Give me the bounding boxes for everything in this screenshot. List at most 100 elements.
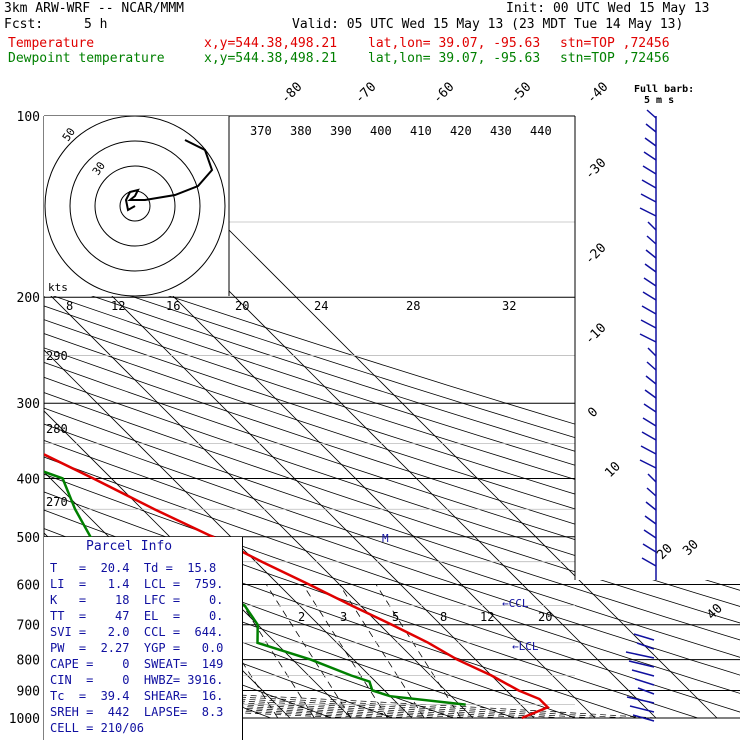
wind-barb xyxy=(645,123,657,133)
parcel-info-row: PW = 2.27 YGP = 0.0 xyxy=(50,641,224,655)
model-title: 3km ARW-WRF -- NCAR/MMM xyxy=(4,1,185,16)
mixing-ratio-label: 2 xyxy=(298,610,305,624)
pressure-tick-label: 200 xyxy=(17,291,40,306)
hodo-ring-label: 50 xyxy=(60,125,78,143)
wind-barb xyxy=(626,696,655,704)
mixing-ratio-label: 12 xyxy=(480,610,494,624)
legend-temp-latlon: lat,lon= 39.07, -95.63 xyxy=(368,36,541,51)
wind-barb xyxy=(647,221,657,231)
isotherm xyxy=(44,116,413,719)
isotherm-label: -30 xyxy=(582,156,609,183)
valid-time: Valid: 05 UTC Wed 15 May 13 (23 MDT Tue … xyxy=(292,17,684,32)
dewpoint-profile xyxy=(44,116,466,706)
wind-barb xyxy=(646,109,657,119)
hodo-axis-label: 12 xyxy=(111,299,125,313)
wind-barb xyxy=(640,445,657,455)
pressure-tick-label: 800 xyxy=(17,654,40,669)
isotherm-label: -40 xyxy=(584,80,611,107)
mixing-ratio-line xyxy=(302,584,388,719)
hodograph-units: kts xyxy=(48,281,68,294)
legend-temp-xy: x,y=544.38,498.21 xyxy=(204,36,338,51)
parcel-info-row: T = 20.4 Td = 15.8 xyxy=(50,561,217,575)
wind-barb xyxy=(643,277,657,287)
pressure-tick-label: 700 xyxy=(17,619,40,634)
hodo-axis-label: 28 xyxy=(406,299,420,313)
barb-key-line2: 5 m s xyxy=(644,95,675,106)
wind-barb xyxy=(644,389,657,399)
hodograph-ring xyxy=(69,140,201,272)
theta-side-label: 280 xyxy=(46,422,68,436)
pressure-tick-label: 500 xyxy=(17,531,40,546)
wind-barb xyxy=(631,669,655,677)
isotherm xyxy=(44,116,535,719)
parcel-info-row: CELL = 210/06 xyxy=(50,721,144,735)
wind-barb xyxy=(629,705,655,713)
mixing-ratio-label: 3 xyxy=(340,610,347,624)
fcst-value: 5 h xyxy=(84,17,108,32)
parcel-info-row: SREH = 442 LAPSE= 8.3 xyxy=(50,705,224,719)
mixing-ratio-line xyxy=(192,584,279,719)
parcel-info-row: SVI = 2.0 CCL = 644. xyxy=(50,625,224,639)
isotherm-label: 0 xyxy=(585,405,601,421)
wind-barb xyxy=(645,501,657,511)
isotherm-label: -10 xyxy=(582,321,609,348)
wind-barb xyxy=(639,459,657,469)
theta-label: 400 xyxy=(370,124,392,138)
wind-barb xyxy=(645,375,657,385)
wind-barb xyxy=(643,403,657,413)
theta-label: 380 xyxy=(290,124,312,138)
mixing-ratio-label: 8 xyxy=(440,610,447,624)
wind-barb xyxy=(642,291,657,301)
legend-dewpoint: Dewpoint temperature xyxy=(8,51,165,66)
wind-barb xyxy=(634,678,655,686)
wind-barb xyxy=(628,660,655,668)
legend-dew-xy: x,y=544.38,498.21 xyxy=(204,51,338,66)
theta-label: 440 xyxy=(530,124,552,138)
isotherm-label: 10 xyxy=(602,459,624,481)
wind-barb xyxy=(646,487,657,497)
wind-barb xyxy=(646,361,657,371)
wind-barb xyxy=(643,151,657,161)
isotherm-label: -50 xyxy=(507,80,534,107)
parcel-info-title: Parcel Info xyxy=(86,539,173,554)
annotation-ccl: ←CCL xyxy=(502,597,529,610)
wind-barb xyxy=(641,557,657,567)
wind-barb xyxy=(646,235,657,245)
theta-label: 370 xyxy=(250,124,272,138)
pressure-tick-label: 1000 xyxy=(9,712,40,727)
hodo-ring-label: 30 xyxy=(90,159,108,177)
mixing-ratio-line xyxy=(229,584,315,719)
hodograph-ring xyxy=(94,165,176,247)
hodo-axis-label: 32 xyxy=(502,299,516,313)
theta-side-label: 270 xyxy=(46,495,68,509)
hodograph-bg xyxy=(44,116,229,296)
mixing-ratio-label: 20 xyxy=(538,610,552,624)
wind-barb xyxy=(640,193,657,203)
wind-barb xyxy=(640,319,657,329)
isotherm-label: -80 xyxy=(278,80,305,107)
isotherm-label: -70 xyxy=(352,80,379,107)
mixing-ratio-line xyxy=(339,584,425,719)
legend-dew-latlon: lat,lon= 39.07, -95.63 xyxy=(368,51,541,66)
wind-barb xyxy=(639,333,657,343)
hodo-axis-label: 16 xyxy=(166,299,180,313)
isotherm-label: 40 xyxy=(704,601,726,623)
fcst-label: Fcst: xyxy=(4,17,44,32)
legend-dew-stn: stn=TOP ,72456 xyxy=(560,51,670,66)
parcel-info-row: K = 18 LFC = 0. xyxy=(50,593,224,607)
theta-label: 420 xyxy=(450,124,472,138)
mixing-ratio-line xyxy=(375,584,462,719)
wind-barb xyxy=(642,165,657,175)
isotherm xyxy=(44,116,474,719)
wind-barb xyxy=(641,305,657,315)
isotherm-label: 20 xyxy=(654,541,676,563)
wind-barb xyxy=(633,633,655,641)
isotherm xyxy=(44,116,352,719)
pressure-tick-label: 100 xyxy=(17,110,40,125)
theta-side-label: 290 xyxy=(46,349,68,363)
hodograph-ring xyxy=(44,115,226,297)
mixing-ratio-label: 5 xyxy=(392,610,399,624)
wind-barb xyxy=(645,249,657,259)
theta-label: 430 xyxy=(490,124,512,138)
